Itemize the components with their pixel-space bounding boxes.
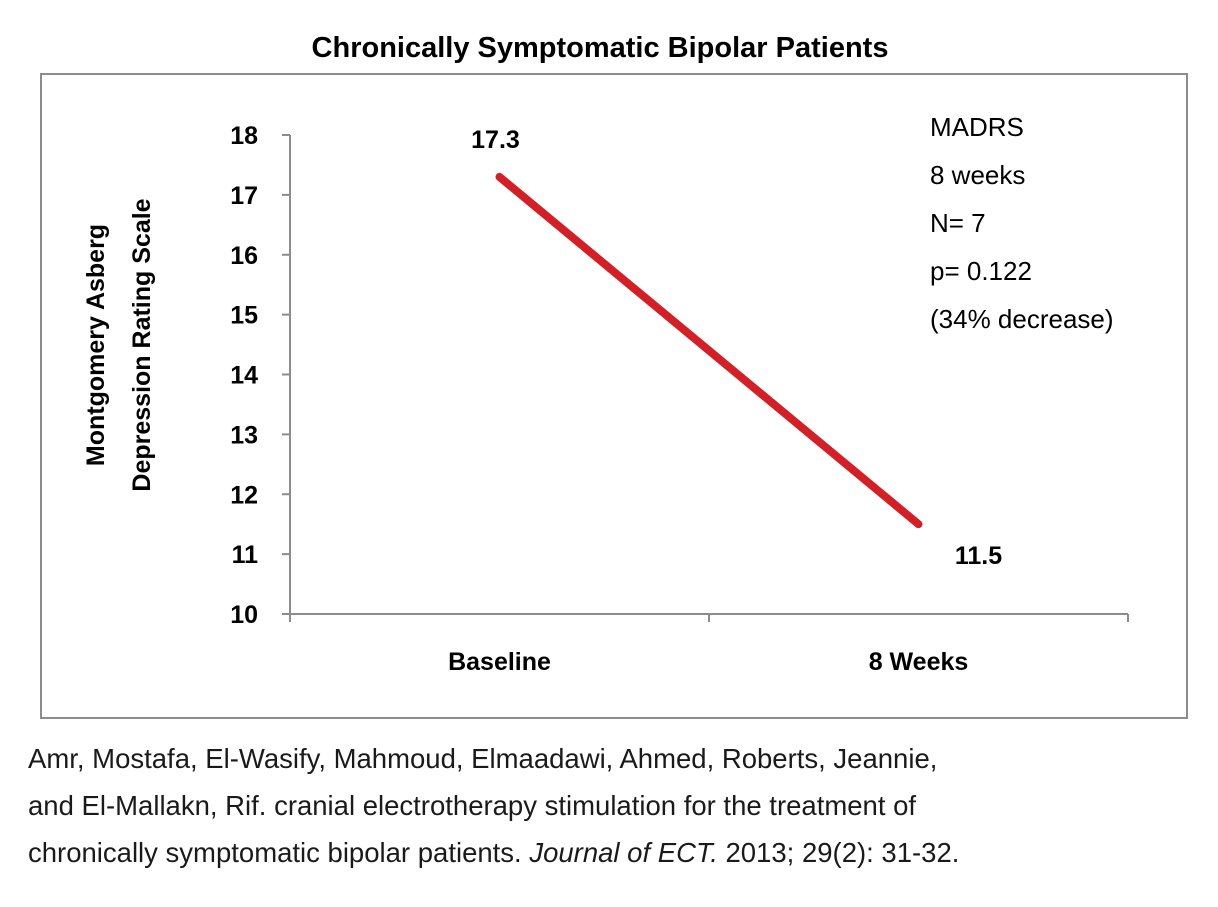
- y-tick-label: 13: [230, 421, 258, 449]
- y-axis: 10 11 12 13 14 15 16 17 18: [230, 122, 291, 629]
- y-axis-title: Montgomery Asberg Depression Rating Scale: [82, 198, 156, 491]
- y-tick-label: 12: [230, 481, 258, 509]
- data-label: 17.3: [471, 126, 520, 154]
- chart-title: Chronically Symptomatic Bipolar Patients: [311, 32, 889, 64]
- stats-line-p: p= 0.122: [930, 256, 1032, 286]
- citation-text: chronically symptomatic bipolar patients…: [28, 837, 530, 868]
- y-tick-label: 14: [230, 362, 258, 390]
- y-tick-label: 16: [230, 242, 258, 270]
- x-category-label: Baseline: [448, 648, 551, 676]
- citation-line-3: chronically symptomatic bipolar patients…: [28, 829, 1208, 876]
- citation-journal: Journal of ECT.: [529, 837, 718, 868]
- citation-line-1: Amr, Mostafa, El-Wasify, Mahmoud, Elmaad…: [28, 743, 938, 774]
- series-group: [495, 172, 923, 529]
- chart-frame: [40, 73, 1188, 719]
- series-line: [495, 172, 923, 529]
- citation-line-2: and El-Mallakn, Rif. cranial electrother…: [28, 790, 917, 821]
- stats-line-n: N= 7: [930, 208, 986, 238]
- y-tick-label: 15: [230, 302, 258, 330]
- y-tick-label: 11: [232, 541, 259, 569]
- stats-line-measure: MADRS: [930, 112, 1024, 142]
- stats-annotation: MADRS 8 weeks N= 7 p= 0.122 (34% decreas…: [930, 103, 1114, 343]
- y-tick-label: 10: [230, 601, 258, 629]
- x-axis: Baseline 8 Weeks: [289, 613, 1129, 676]
- x-category-label: 8 Weeks: [869, 648, 969, 676]
- y-tick-label: 17: [230, 182, 258, 210]
- stats-line-decrease: (34% decrease): [930, 304, 1114, 334]
- y-axis-title-line-2: Depression Rating Scale: [128, 198, 156, 491]
- data-label: 11.5: [955, 542, 1002, 570]
- citation-details: 2013; 29(2): 31-32.: [717, 837, 960, 868]
- y-tick-label: 18: [230, 122, 258, 150]
- data-labels: 17.3 11.5: [471, 126, 1002, 570]
- y-axis-title-line-1: Montgomery Asberg: [82, 224, 110, 466]
- citation: Amr, Mostafa, El-Wasify, Mahmoud, Elmaad…: [28, 735, 1208, 876]
- stats-line-duration: 8 weeks: [930, 160, 1026, 190]
